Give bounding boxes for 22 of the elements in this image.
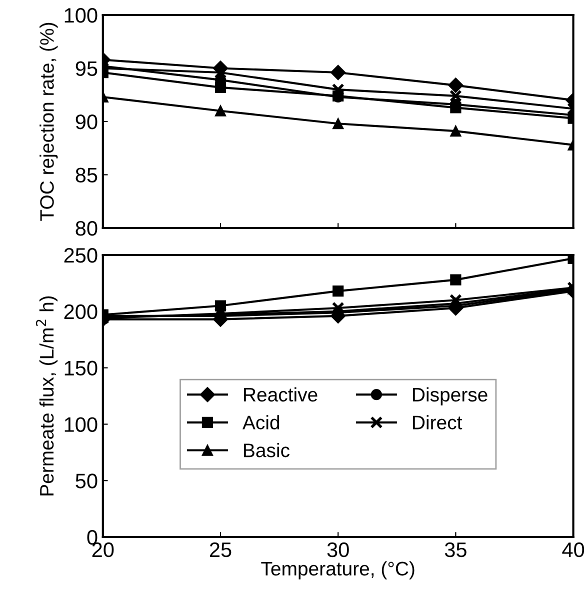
y-tick-label: 85: [76, 168, 98, 183]
x-tick-label: 35: [444, 542, 466, 558]
y-tick-label: 150: [64, 360, 98, 376]
legend-label: Acid: [242, 415, 280, 430]
y-axis-title: Permeate flux, (L/m$^{2}$ h): [36, 296, 58, 496]
y-tick-label: 90: [76, 114, 98, 130]
legend-label: Reactive: [244, 387, 318, 402]
y-tick-label: 50: [76, 474, 98, 488]
y-tick-label: 100: [64, 417, 98, 432]
legend-label: Direct: [413, 415, 462, 430]
x-tick-label: 40: [562, 542, 584, 558]
y-tick-label: 200: [64, 304, 98, 320]
y-axis-title: TOC rejection rate, (%): [40, 22, 58, 221]
legend-label: Basic: [244, 442, 290, 458]
x-axis-title: Temperature, (°C): [261, 561, 414, 580]
y-tick-label: 250: [64, 248, 98, 263]
y-tick-label: 95: [76, 61, 98, 76]
legend-label: Disperse: [413, 387, 488, 406]
y-tick-label: 80: [76, 221, 98, 236]
x-tick-label: 30: [327, 542, 349, 558]
x-tick-label: 25: [210, 542, 232, 558]
y-tick-label: 100: [64, 8, 98, 23]
